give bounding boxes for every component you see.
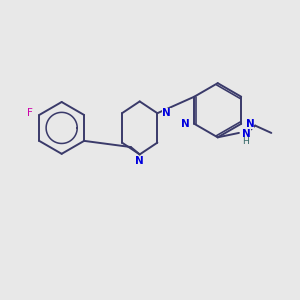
Text: H: H [242,137,249,146]
Text: N: N [246,119,254,129]
Text: N: N [181,119,190,129]
Text: F: F [28,109,33,118]
Text: N: N [162,108,171,118]
Text: N: N [242,128,251,139]
Text: N: N [135,156,143,166]
